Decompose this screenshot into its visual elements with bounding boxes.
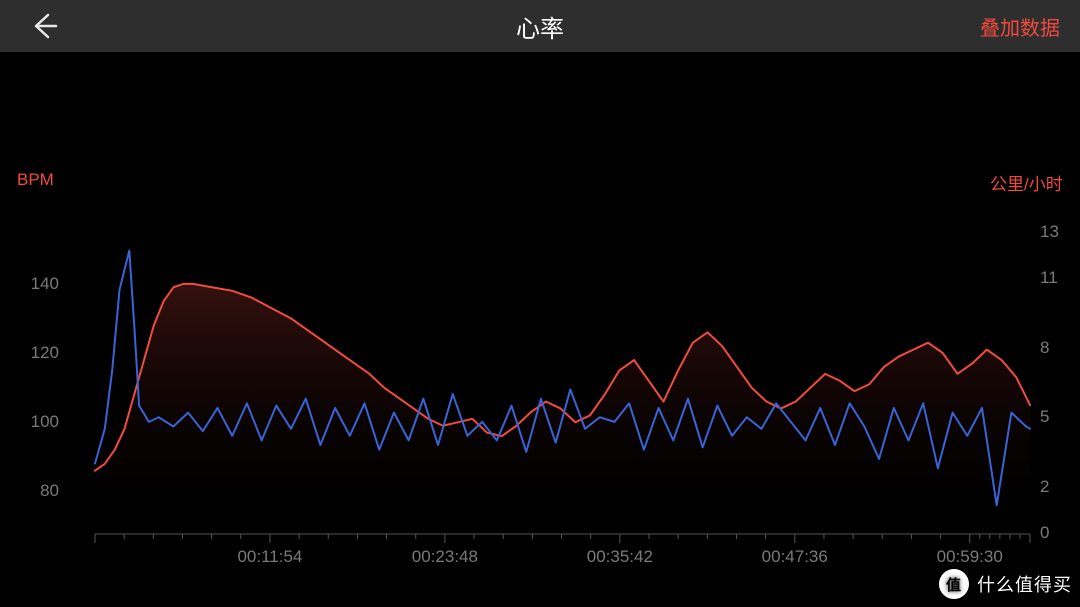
watermark: 值 什么值得买 (937, 567, 1072, 601)
right-tick-label: 0 (1040, 523, 1049, 543)
left-tick-label: 120 (19, 343, 59, 363)
left-tick-label: 80 (19, 481, 59, 501)
left-tick-label: 140 (19, 274, 59, 294)
right-tick-label: 5 (1040, 407, 1049, 427)
x-tick-label: 00:23:48 (412, 547, 478, 567)
overlay-data-button[interactable]: 叠加数据 (980, 12, 1060, 41)
x-tick-label: 00:47:36 (762, 547, 828, 567)
left-tick-label: 100 (19, 412, 59, 432)
page-title: 心率 (516, 9, 564, 44)
x-tick-label: 00:59:30 (937, 547, 1003, 567)
left-axis-title: BPM (17, 170, 54, 190)
right-axis-title: 公里/小时 (990, 170, 1063, 195)
watermark-text: 什么值得买 (977, 571, 1072, 597)
x-tick-label: 00:11:54 (237, 547, 302, 567)
right-tick-label: 11 (1040, 268, 1058, 288)
right-tick-label: 2 (1040, 477, 1049, 497)
x-tick-label: 00:35:42 (587, 547, 653, 567)
heart-rate-chart: BPM 公里/小时 80 100 120 140 0 2 5 8 11 13 00:11:54 00:23… (0, 52, 1080, 592)
right-tick-label: 8 (1040, 338, 1049, 358)
back-arrow-icon[interactable] (30, 11, 60, 41)
chart-canvas (0, 52, 1080, 592)
watermark-badge-icon: 值 (937, 567, 971, 601)
header-bar: 心率 叠加数据 (0, 0, 1080, 52)
right-tick-label: 13 (1040, 222, 1059, 242)
